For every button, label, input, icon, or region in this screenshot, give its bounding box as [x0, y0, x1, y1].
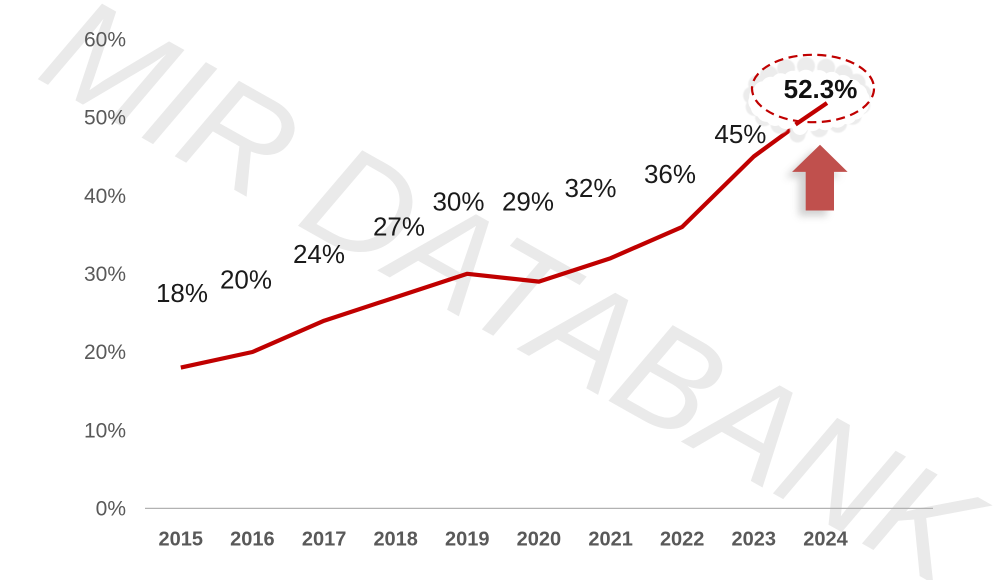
svg-text:45%: 45%	[714, 119, 766, 149]
svg-text:2017: 2017	[302, 529, 347, 551]
svg-text:0%: 0%	[96, 498, 126, 521]
svg-text:2023: 2023	[732, 529, 777, 551]
svg-text:20%: 20%	[84, 341, 126, 364]
svg-text:20%: 20%	[220, 265, 272, 295]
svg-text:60%: 60%	[84, 29, 126, 52]
svg-text:2020: 2020	[517, 529, 562, 551]
svg-text:29%: 29%	[502, 187, 554, 217]
svg-text:2022: 2022	[660, 529, 705, 551]
svg-text:30%: 30%	[84, 263, 126, 286]
svg-text:24%: 24%	[293, 239, 345, 269]
svg-text:40%: 40%	[84, 185, 126, 208]
svg-text:32%: 32%	[564, 173, 616, 203]
svg-text:2019: 2019	[445, 529, 490, 551]
svg-text:10%: 10%	[84, 419, 126, 442]
svg-text:27%: 27%	[373, 212, 425, 242]
svg-text:36%: 36%	[644, 159, 696, 189]
svg-text:2015: 2015	[159, 529, 204, 551]
svg-text:50%: 50%	[84, 107, 126, 130]
svg-text:30%: 30%	[432, 187, 484, 217]
svg-text:2018: 2018	[373, 529, 418, 551]
svg-text:2021: 2021	[588, 529, 633, 551]
svg-text:2016: 2016	[230, 529, 275, 551]
svg-text:52.3%: 52.3%	[784, 74, 858, 104]
svg-text:18%: 18%	[156, 278, 208, 308]
svg-text:2024: 2024	[803, 529, 848, 551]
